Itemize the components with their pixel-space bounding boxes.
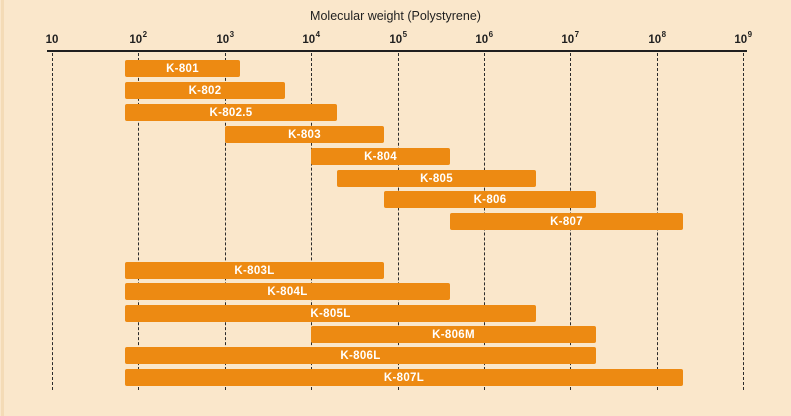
x-tick-label: 109 (734, 30, 753, 46)
x-tick-label: 108 (648, 30, 667, 46)
column-label: K-805 (420, 172, 453, 185)
x-tick-label: 105 (389, 30, 408, 46)
range-bar-k-806l: K-806L (125, 347, 596, 364)
x-tick-exponent: 8 (661, 30, 667, 40)
column-label: K-802 (188, 84, 222, 97)
range-bar-k-802: K-802 (125, 82, 285, 99)
gridline (138, 53, 139, 390)
range-bar-k-804: K-804 (311, 148, 450, 165)
range-bar-k-805: K-805 (337, 170, 536, 187)
gridline (225, 53, 226, 390)
column-label: K-806 (473, 193, 507, 206)
x-tick-label: 107 (561, 30, 580, 46)
x-tick-label: 104 (302, 30, 321, 46)
range-bar-k-807: K-807 (450, 213, 683, 230)
chart-title: Molecular weight (Polystyrene) (310, 9, 481, 23)
x-tick-exponent: 7 (574, 30, 580, 40)
column-label: K-807 (550, 215, 583, 228)
gridline (398, 53, 399, 390)
x-tick-label: 102 (129, 30, 148, 46)
range-bar-k-801: K-801 (125, 60, 240, 77)
range-bar-k-806m: K-806M (311, 326, 596, 343)
range-bar-k-802-5: K-802.5 (125, 104, 337, 121)
range-bar-k-803: K-803 (225, 126, 384, 143)
column-label: K-801 (166, 62, 199, 75)
column-label: K-806L (340, 349, 381, 362)
column-label: K-806M (432, 328, 475, 341)
x-tick-exponent: 4 (315, 30, 321, 40)
x-tick-label: 106 (475, 30, 494, 46)
left-edge-strip (1, 0, 4, 416)
column-label: K-804L (267, 285, 308, 298)
column-label: K-803L (234, 264, 275, 277)
x-axis-line (47, 50, 747, 52)
column-label: K-804 (364, 150, 397, 163)
x-tick-exponent: 2 (142, 30, 148, 40)
range-bar-k-805l: K-805L (125, 305, 536, 322)
range-bar-k-807l: K-807L (125, 369, 683, 386)
range-bar-k-804l: K-804L (125, 283, 450, 300)
range-bar-k-803l: K-803L (125, 262, 384, 279)
x-tick-exponent: 9 (747, 30, 753, 40)
x-tick-exponent: 5 (402, 30, 408, 40)
x-tick-label: 103 (216, 30, 235, 46)
x-tick-label: 10 (45, 34, 59, 46)
column-label: K-802.5 (209, 106, 253, 119)
x-tick-exponent: 3 (229, 30, 235, 40)
gridline (52, 53, 53, 390)
column-label: K-807L (383, 371, 425, 384)
column-label: K-803 (288, 128, 321, 141)
column-label: K-805L (310, 307, 351, 320)
gridline (311, 53, 312, 390)
range-bar-k-806: K-806 (384, 191, 596, 208)
x-tick-exponent: 6 (488, 30, 494, 40)
gridline (743, 53, 744, 390)
